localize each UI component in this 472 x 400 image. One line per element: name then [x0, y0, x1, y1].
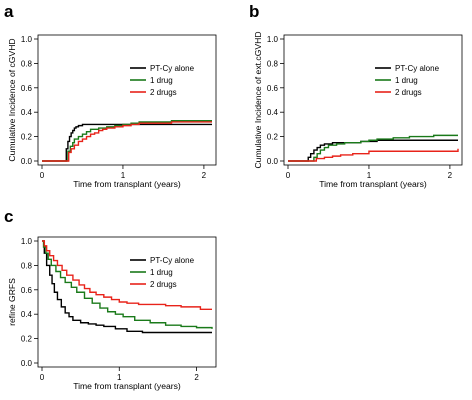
panel-c-series — [42, 240, 213, 334]
panel-c-ytick-label: 0.8 — [21, 261, 33, 270]
panel-c-ytick-label: 0.2 — [21, 335, 33, 344]
panel-a-letter: a — [4, 2, 14, 21]
panel-c-series-1-drug-line — [42, 240, 213, 329]
panel-b-xtick-label: 1 — [367, 171, 372, 180]
panel-a-xtick-label: 2 — [202, 171, 207, 180]
panel-b: 0 1 2 0.0 0.2 0.4 0.6 0.8 1.0 Time from transpla… — [253, 31, 463, 189]
panel-b-series-1-drug-line — [288, 134, 458, 162]
panel-a-xtick-label: 0 — [40, 171, 45, 180]
panel-a-ytick-label: 1.0 — [21, 35, 33, 44]
panel-b-ylabel: Cumulative Incidence of ext.cGVHD — [253, 31, 263, 168]
panel-b-ytick-label: 0.6 — [267, 84, 279, 93]
panel-c-legend-1drug: 1 drug — [150, 268, 173, 277]
panel-b-letter: b — [249, 2, 259, 21]
panel-a-series-ptcy-alone-line — [42, 123, 212, 162]
panel-a-ticks: 0 1 2 0.0 0.2 0.4 0.6 0.8 1.0 — [21, 35, 207, 180]
panel-c-series-ptcy-alone-line — [42, 240, 212, 334]
panel-c-ytick-label: 0.0 — [21, 359, 33, 368]
panel-a-ytick-label: 0.4 — [21, 108, 33, 117]
panel-b-ytick-label: 1.0 — [267, 35, 279, 44]
panel-a-xlabel: Time from transplant (years) — [73, 179, 181, 189]
panel-b-ytick-label: 0.2 — [267, 133, 279, 142]
panel-c-xtick-label: 1 — [117, 373, 122, 382]
panel-c-xtick-label: 0 — [40, 373, 45, 382]
panel-a-legend-1drug: 1 drug — [150, 76, 173, 85]
panel-c-ylabel: refine GRFS — [7, 278, 17, 326]
panel-c-ytick-label: 1.0 — [21, 237, 33, 246]
panel-c-legend-2drugs: 2 drugs — [150, 280, 177, 289]
panel-c-ticks: 0 1 2 0.0 0.2 0.4 0.6 0.8 1.0 — [21, 237, 199, 382]
panel-c-series-2-drugs-line — [42, 240, 212, 311]
panel-b-xlabel: Time from transplant (years) — [319, 179, 427, 189]
panel-b-frame — [283, 34, 463, 166]
panel-b-legend-2drugs: 2 drugs — [395, 88, 422, 97]
panel-a-series-1-drug-line — [42, 120, 212, 162]
panel-b-legend-ptcy: PT-Cy alone — [395, 64, 440, 73]
panel-c-legend: PT-Cy alone 1 drug 2 drugs — [130, 256, 195, 289]
panel-a-legend-2drugs: 2 drugs — [150, 88, 177, 97]
panel-a-ytick-label: 0.2 — [21, 133, 33, 142]
panel-a-ytick-label: 0.0 — [21, 157, 33, 166]
panel-b-legend-1drug: 1 drug — [395, 76, 418, 85]
panel-a: 0 1 2 0.0 0.2 0.4 0.6 0.8 1.0 Time from transpla… — [7, 34, 217, 189]
panel-c-ytick-label: 0.4 — [21, 310, 33, 319]
panel-a-ylabel: Cumulative Incidence of cGVHD — [7, 38, 17, 161]
panel-a-frame — [37, 34, 217, 166]
panel-b-xtick-label: 2 — [448, 171, 453, 180]
panel-a-series-2-drugs-line — [42, 121, 212, 162]
panel-c-xlabel: Time from transplant (years) — [73, 381, 181, 391]
panel-c: 0 1 2 0.0 0.2 0.4 0.6 0.8 1.0 Time from transpla… — [7, 236, 217, 391]
panel-c-legend-ptcy: PT-Cy alone — [150, 256, 195, 265]
panel-a-series — [42, 120, 212, 162]
panel-b-ytick-label: 0.0 — [267, 157, 279, 166]
panel-b-series-2-drugs-line — [288, 148, 459, 162]
panel-b-series — [288, 134, 459, 162]
panel-a-ytick-label: 0.8 — [21, 59, 33, 68]
panel-b-ytick-label: 0.8 — [267, 59, 279, 68]
panel-a-legend-ptcy: PT-Cy alone — [150, 64, 195, 73]
panel-b-ytick-label: 0.4 — [267, 108, 279, 117]
panel-b-xtick-label: 0 — [286, 171, 291, 180]
panel-b-ticks: 0 1 2 0.0 0.2 0.4 0.6 0.8 1.0 — [267, 35, 453, 180]
panel-c-xtick-label: 2 — [194, 373, 199, 382]
panel-c-ytick-label: 0.6 — [21, 286, 33, 295]
panel-a-xtick-label: 1 — [121, 171, 126, 180]
panel-b-legend: PT-Cy alone 1 drug 2 drugs — [375, 64, 440, 97]
panel-a-ytick-label: 0.6 — [21, 84, 33, 93]
panel-c-letter: c — [4, 207, 13, 226]
panel-a-legend: PT-Cy alone 1 drug 2 drugs — [130, 64, 195, 97]
panel-c-frame — [37, 236, 217, 368]
